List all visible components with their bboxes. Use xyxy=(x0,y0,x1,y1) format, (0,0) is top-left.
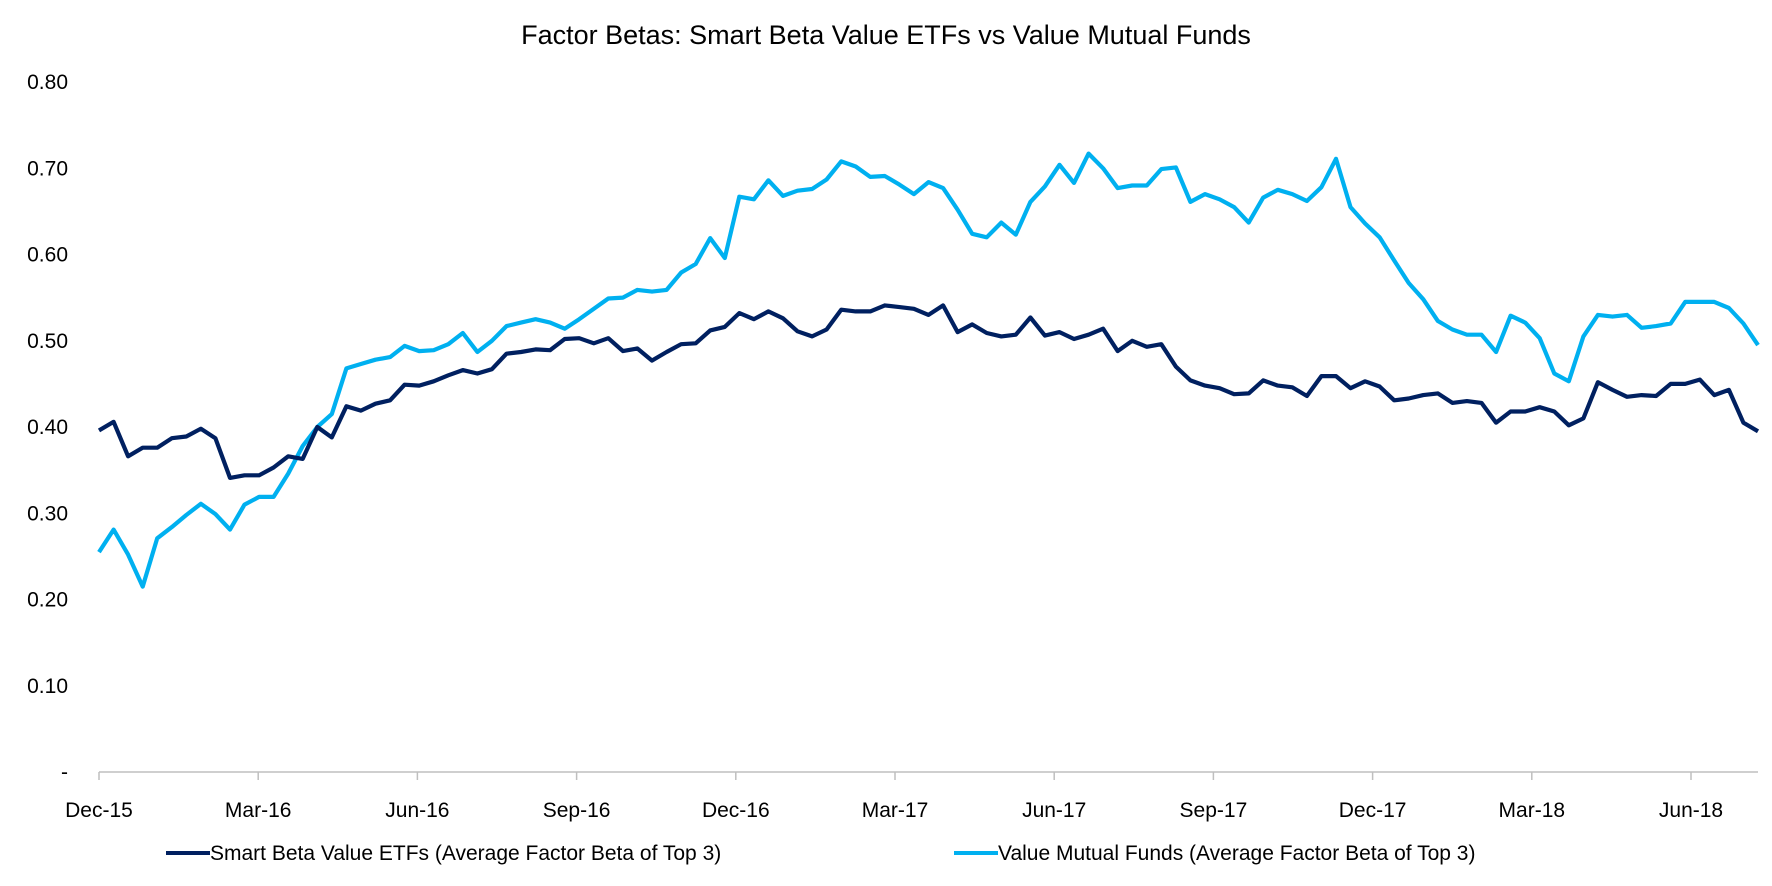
x-tick-label: Sep-17 xyxy=(1180,799,1248,822)
legend-label-etfs: Smart Beta Value ETFs (Average Factor Be… xyxy=(210,842,721,865)
legend: Smart Beta Value ETFs (Average Factor Be… xyxy=(166,842,1475,865)
x-tick-label: Sep-16 xyxy=(543,799,611,822)
plot-area xyxy=(97,151,1760,589)
x-tick-label: Jun-17 xyxy=(1022,799,1086,822)
y-tick-label: 0.80 xyxy=(27,71,68,94)
x-axis: Dec-15 Mar-16 Jun-16 Sep-16 Dec-16 Mar-17 Jun-… xyxy=(65,771,1758,822)
legend-label-mutual-funds: Value Mutual Funds (Average Factor Beta … xyxy=(998,842,1475,865)
y-tick-label: 0.30 xyxy=(27,502,68,525)
series-mutual-funds-line xyxy=(97,151,1760,589)
y-tick-label: 0.10 xyxy=(27,675,68,698)
x-tick-label: Dec-16 xyxy=(702,799,770,822)
x-tick-label: Dec-15 xyxy=(65,799,133,822)
x-tick-label: Mar-18 xyxy=(1499,799,1566,822)
x-tick-label: Mar-17 xyxy=(862,799,929,822)
y-tick-label: 0.50 xyxy=(27,330,68,353)
y-axis: - 0.10 0.20 0.30 0.40 0.50 0.60 0.70 0.80 xyxy=(27,71,68,784)
x-tick-label: Dec-17 xyxy=(1339,799,1407,822)
y-tick-label: - xyxy=(61,761,68,784)
x-tick-label: Mar-16 xyxy=(225,799,292,822)
y-tick-label: 0.70 xyxy=(27,157,68,180)
y-tick-label: 0.40 xyxy=(27,416,68,439)
chart-title: Factor Betas: Smart Beta Value ETFs vs V… xyxy=(521,20,1251,50)
y-tick-label: 0.60 xyxy=(27,244,68,267)
x-tick-label: Jun-18 xyxy=(1659,799,1723,822)
x-tick-label: Jun-16 xyxy=(385,799,449,822)
y-tick-label: 0.20 xyxy=(27,589,68,612)
series-etfs-line xyxy=(97,303,1760,480)
